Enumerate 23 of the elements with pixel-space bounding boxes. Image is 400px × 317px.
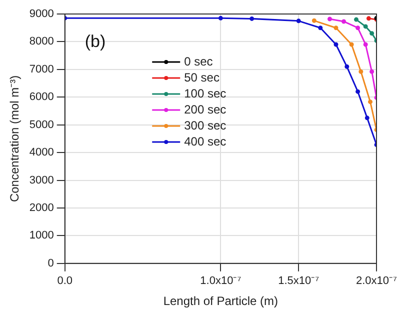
- legend-label: 50 sec: [184, 70, 220, 84]
- legend-label: 100 sec: [184, 86, 226, 100]
- y-tick-label: 3000: [29, 174, 54, 186]
- y-tick-label: 1000: [29, 230, 54, 242]
- y-tick-label: 0: [48, 257, 54, 270]
- x-tick-label: 1.0x10⁻⁷: [200, 275, 242, 288]
- y-tick-label: 9000: [29, 8, 54, 20]
- y-axis-title: Concentration (mol m⁻³): [8, 75, 22, 202]
- x-tick-label: 1.5x10⁻⁷: [278, 275, 320, 288]
- legend-label: 400 sec: [184, 134, 226, 148]
- annotation: (b): [84, 32, 106, 52]
- y-tick-label: 8000: [29, 36, 54, 48]
- y-tick-label: 7000: [29, 63, 54, 76]
- y-tick-label: 4000: [29, 146, 54, 159]
- legend-label: 0 sec: [184, 54, 213, 68]
- x-axis-title: Length of Particle (m): [163, 294, 278, 308]
- y-tick-label: 5000: [29, 118, 54, 131]
- x-tick-label: 2.0x10⁻⁷: [356, 275, 398, 288]
- y-tick-label: 2000: [29, 202, 54, 214]
- legend-label: 300 sec: [184, 118, 226, 132]
- y-tick-label: 6000: [29, 91, 54, 104]
- legend-label: 200 sec: [184, 102, 226, 116]
- x-tick-label: 0.0: [57, 275, 73, 288]
